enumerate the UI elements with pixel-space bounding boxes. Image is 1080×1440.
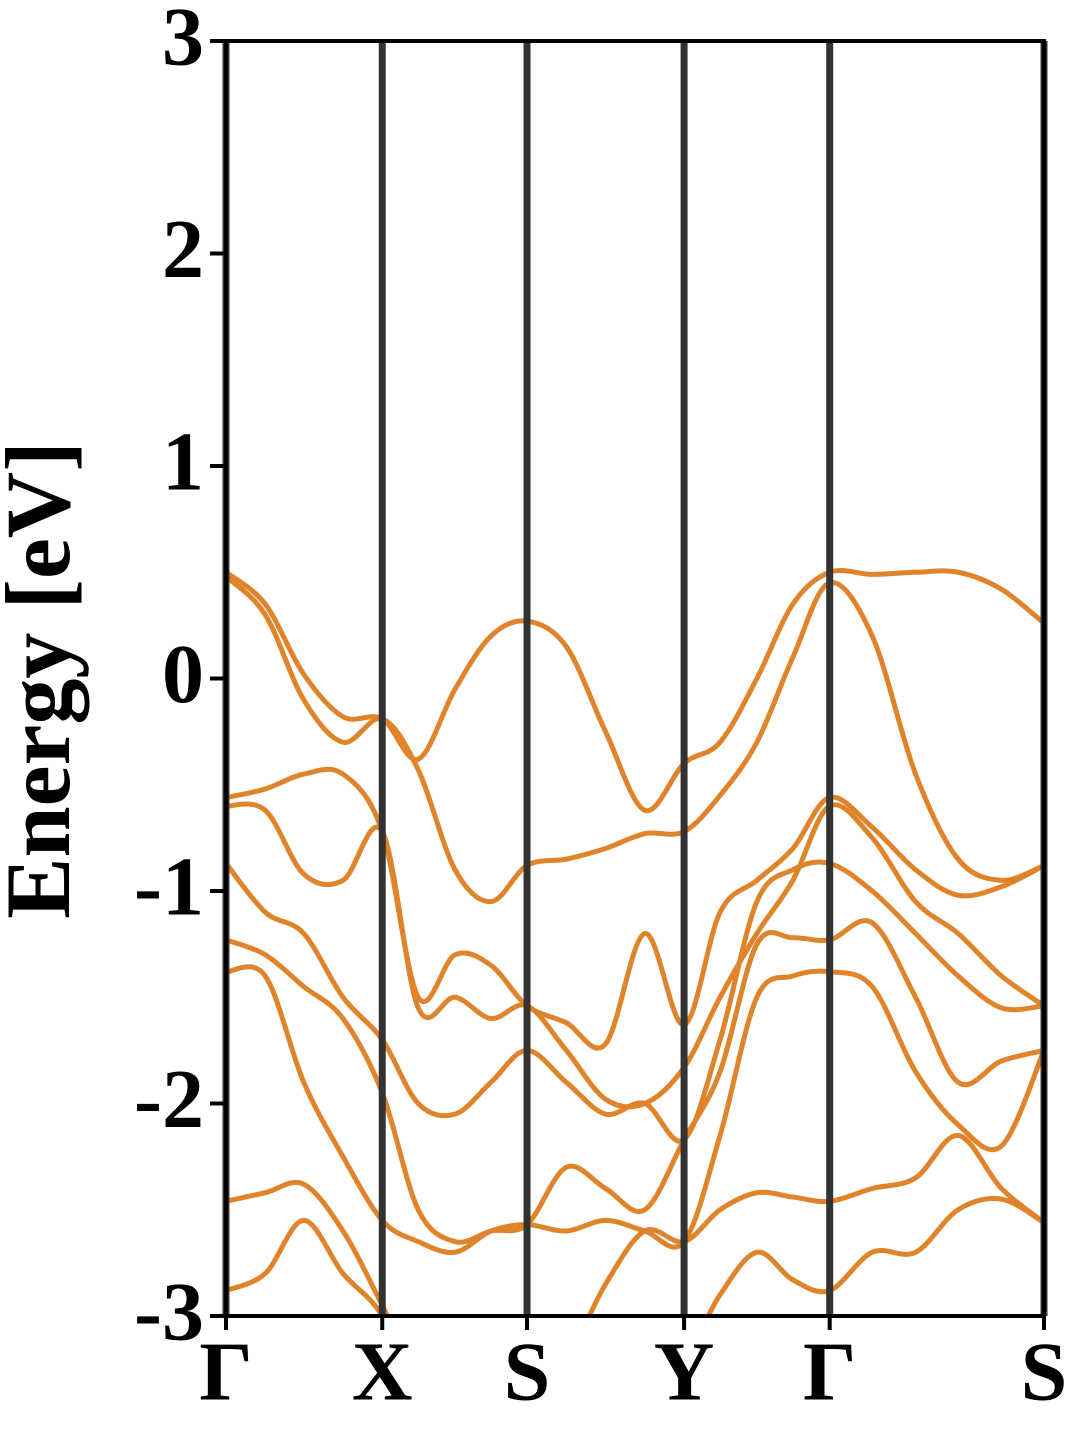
x-tick-label: X (352, 1325, 413, 1418)
plot-frame (224, 39, 1046, 1318)
bands (226, 567, 1044, 1316)
x-tick-label: Y (654, 1325, 715, 1418)
x-tick-label: Γ (803, 1325, 856, 1418)
x-tick-label: S (1021, 1325, 1068, 1418)
y-tick-label: -2 (134, 1053, 204, 1146)
band-line (226, 1132, 1044, 1316)
y-tick-label: -1 (134, 840, 204, 933)
y-axis-label: Energy [eV] (0, 441, 89, 919)
band-line (226, 859, 1044, 1144)
band-line (226, 918, 1044, 1245)
y-tick-label: 3 (162, 0, 204, 83)
x-tick-label: Γ (199, 1325, 252, 1418)
band-line (226, 567, 1044, 813)
y-tick-label: 2 (162, 203, 204, 296)
band-line (226, 766, 1044, 1051)
band-line (226, 1196, 1044, 1316)
x-tick-label: S (504, 1325, 551, 1418)
band-line (226, 574, 1044, 905)
y-tick-label: 1 (162, 415, 204, 508)
y-tick-label: -3 (134, 1265, 204, 1358)
band-line (226, 801, 1044, 1110)
y-tick-label: 0 (162, 628, 204, 721)
